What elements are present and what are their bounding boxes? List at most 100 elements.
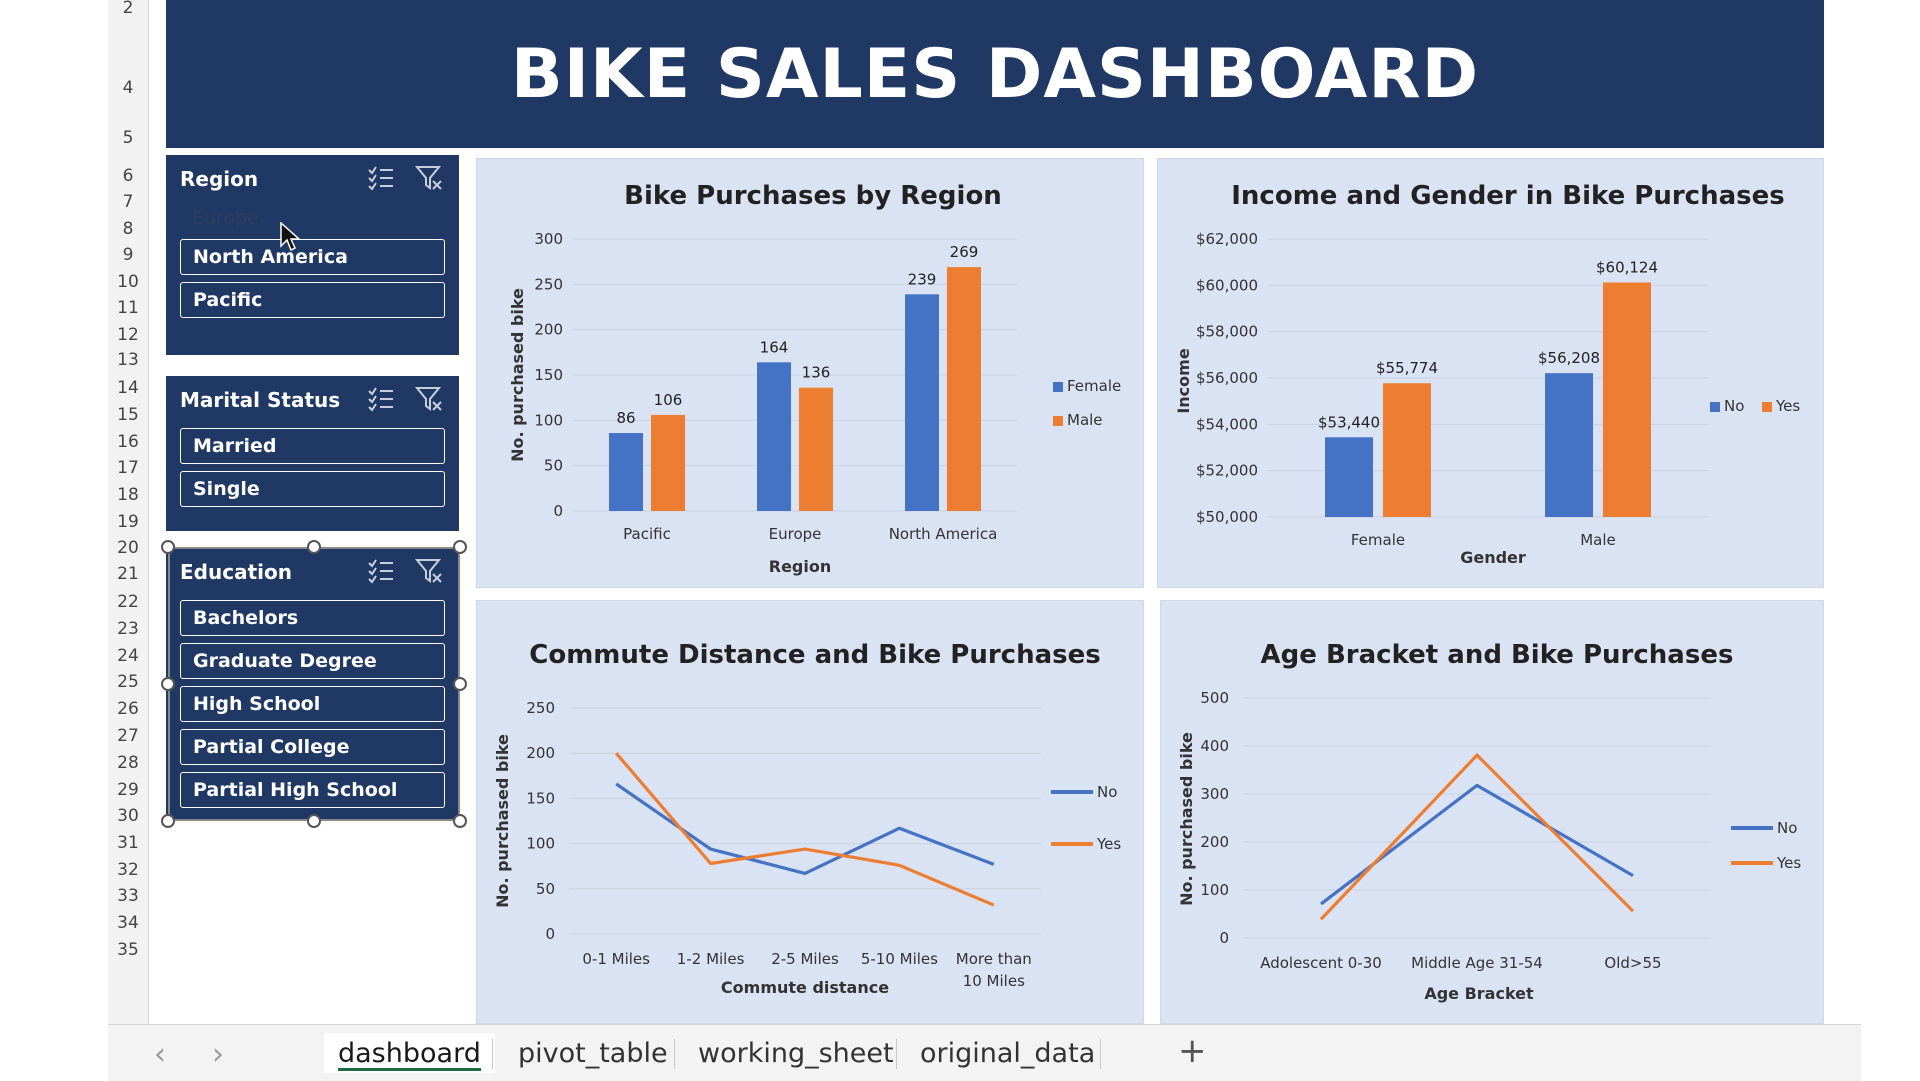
y-tick-label: $56,000 xyxy=(1196,369,1258,387)
y-axis-title: No. purchased bike xyxy=(508,288,527,462)
window-margin xyxy=(0,0,108,1080)
dashboard-banner[interactable]: BIKE SALES DASHBOARD xyxy=(166,0,1824,148)
x-tick-label: Male xyxy=(1580,531,1616,549)
y-tick-label: $54,000 xyxy=(1196,415,1258,433)
row-number[interactable]: 25 xyxy=(117,672,139,692)
multi-select-icon[interactable] xyxy=(367,558,395,584)
row-number[interactable]: 31 xyxy=(117,833,139,853)
row-number[interactable]: 2 xyxy=(122,0,134,18)
row-number[interactable]: 21 xyxy=(117,564,139,584)
row-number[interactable]: 15 xyxy=(117,405,139,425)
y-tick-label: 500 xyxy=(1200,689,1229,707)
row-number[interactable]: 20 xyxy=(117,538,139,558)
resize-handle[interactable] xyxy=(161,814,175,828)
chart-income-gender[interactable]: Income and Gender in Bike Purchases $50,0… xyxy=(1157,158,1824,588)
tab-working-sheet[interactable]: working_sheet xyxy=(684,1033,908,1073)
chart-title: Commute Distance and Bike Purchases xyxy=(529,640,1100,670)
data-label: 269 xyxy=(950,243,979,261)
chart-region-svg: Bike Purchases by Region 0 50 100 150 200 250 3… xyxy=(508,181,1121,576)
add-sheet-icon[interactable]: + xyxy=(1178,1031,1207,1071)
resize-handle[interactable] xyxy=(307,814,321,828)
chart-region[interactable]: Bike Purchases by Region 0 50 100 150 200 250 3… xyxy=(476,158,1144,588)
resize-handle[interactable] xyxy=(161,677,175,691)
resize-handle[interactable] xyxy=(307,540,321,554)
tab-original-data[interactable]: original_data xyxy=(906,1033,1109,1073)
row-number[interactable]: 13 xyxy=(117,350,139,370)
bar-yes xyxy=(1603,282,1651,517)
y-tick-label: $50,000 xyxy=(1196,508,1258,526)
x-axis-title: Region xyxy=(769,557,832,576)
multi-select-icon[interactable] xyxy=(367,386,395,412)
chart-commute[interactable]: Commute Distance and Bike Purchases 0 50 10… xyxy=(476,600,1144,1024)
legend-label: Yes xyxy=(1776,854,1801,872)
row-number[interactable]: 17 xyxy=(117,458,139,478)
bar-female xyxy=(609,433,643,511)
row-number[interactable]: 30 xyxy=(117,806,139,826)
x-axis-title: Gender xyxy=(1460,548,1526,567)
tab-pivot-table[interactable]: pivot_table xyxy=(504,1033,682,1073)
row-number[interactable]: 16 xyxy=(117,432,139,452)
row-number[interactable]: 33 xyxy=(117,886,139,906)
bar-no xyxy=(1545,373,1593,517)
region-slicer[interactable]: Region Europe North America Pacific xyxy=(166,155,459,355)
y-tick-label: 0 xyxy=(545,925,555,943)
row-number[interactable]: 19 xyxy=(117,512,139,532)
marital-slicer-title: Marital Status xyxy=(180,388,341,412)
row-number[interactable]: 6 xyxy=(122,166,134,186)
y-axis-title: No. purchased bike xyxy=(493,734,512,908)
row-number[interactable]: 34 xyxy=(117,913,139,933)
row-number[interactable]: 5 xyxy=(122,128,134,148)
resize-handle[interactable] xyxy=(453,814,467,828)
slicer-item-graduate-degree[interactable]: Graduate Degree xyxy=(180,643,445,679)
dashboard-title: BIKE SALES DASHBOARD xyxy=(510,34,1480,114)
chart-title: Age Bracket and Bike Purchases xyxy=(1261,640,1734,670)
slicer-item-north-america[interactable]: North America xyxy=(180,239,445,275)
row-number[interactable]: 14 xyxy=(117,378,139,398)
slicer-item-bachelors[interactable]: Bachelors xyxy=(180,600,445,636)
clear-filter-icon[interactable] xyxy=(415,558,443,584)
row-number[interactable]: 12 xyxy=(117,325,139,345)
row-number[interactable]: 18 xyxy=(117,485,139,505)
row-number[interactable]: 4 xyxy=(122,78,134,98)
row-number[interactable]: 11 xyxy=(117,298,139,318)
y-tick-label: 0 xyxy=(553,502,563,520)
x-tick-label: More than 10 Miles xyxy=(956,950,1032,990)
slicer-item-europe[interactable]: Europe xyxy=(180,203,445,233)
slicer-item-pacific[interactable]: Pacific xyxy=(180,282,445,318)
row-number[interactable]: 23 xyxy=(117,619,139,639)
next-sheet-icon[interactable]: › xyxy=(212,1037,224,1072)
row-number[interactable]: 28 xyxy=(117,753,139,773)
slicer-item-high-school[interactable]: High School xyxy=(180,686,445,722)
resize-handle[interactable] xyxy=(453,540,467,554)
slicer-item-married[interactable]: Married xyxy=(180,428,445,464)
x-tick-label: Middle Age 31-54 xyxy=(1411,954,1543,972)
row-number[interactable]: 24 xyxy=(117,646,139,666)
slicer-item-partial-high-school[interactable]: Partial High School xyxy=(180,772,445,808)
x-tick-label: 2-5 Miles xyxy=(771,950,839,968)
prev-sheet-icon[interactable]: ‹ xyxy=(154,1037,166,1072)
tab-dashboard[interactable]: dashboard xyxy=(324,1033,495,1073)
clear-filter-icon[interactable] xyxy=(415,165,443,191)
marital-status-slicer[interactable]: Marital Status Married Single xyxy=(166,376,459,531)
row-number[interactable]: 29 xyxy=(117,780,139,800)
row-header[interactable]: 2 4 5 6 7 8 9 10 11 12 13 14 15 16 17 18 19 20 21 22 23 24 25 2… xyxy=(108,0,149,1024)
slicer-item-single[interactable]: Single xyxy=(180,471,445,507)
y-tick-label: 50 xyxy=(536,880,555,898)
slicer-item-partial-college[interactable]: Partial College xyxy=(180,729,445,765)
education-slicer[interactable]: Education Bachelors Graduate Degree High… xyxy=(166,548,459,820)
multi-select-icon[interactable] xyxy=(367,165,395,191)
chart-age[interactable]: Age Bracket and Bike Purchases 0 100 200 300… xyxy=(1160,600,1824,1024)
resize-handle[interactable] xyxy=(453,677,467,691)
row-number[interactable]: 32 xyxy=(117,860,139,880)
clear-filter-icon[interactable] xyxy=(415,386,443,412)
series-line-no xyxy=(615,782,995,876)
row-number[interactable]: 9 xyxy=(122,245,134,265)
row-number[interactable]: 35 xyxy=(117,940,139,960)
resize-handle[interactable] xyxy=(161,540,175,554)
row-number[interactable]: 7 xyxy=(122,192,134,212)
row-number[interactable]: 8 xyxy=(122,219,134,239)
row-number[interactable]: 27 xyxy=(117,726,139,746)
row-number[interactable]: 26 xyxy=(117,699,139,719)
row-number[interactable]: 10 xyxy=(117,272,139,292)
row-number[interactable]: 22 xyxy=(117,592,139,612)
